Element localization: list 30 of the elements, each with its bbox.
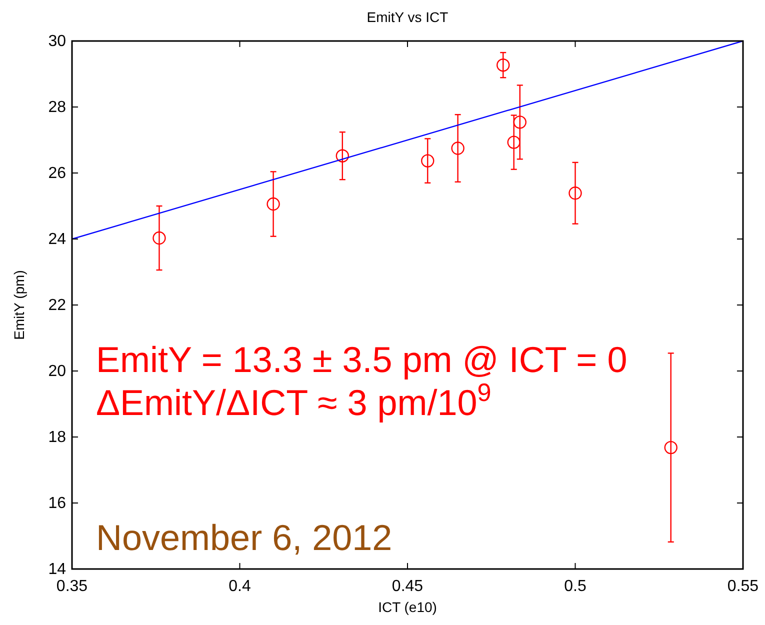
annotation: EmitY = 13.3 ± 3.5 pm @ ICT = 0 [96,339,628,380]
x-tick-label: 0.35 [56,578,88,595]
x-tick-label: 0.45 [392,578,424,595]
x-axis-title: ICT (e10) [378,599,437,615]
annotation: ΔEmitY/ΔICT ≈ 3 pm/10$^{9}$ [96,379,492,423]
point [507,136,520,149]
y-tick-label: 14 [48,561,66,578]
point [451,142,464,155]
point [421,154,434,168]
point [336,149,350,162]
y-tick-label: 18 [48,429,66,446]
x-tick-label: 0.55 [727,578,759,595]
point [664,440,678,454]
y-tick-label: 24 [48,231,66,248]
y-tick-label: 20 [48,363,66,380]
x-tick-label: 0.5 [564,578,586,595]
y-tick-label: 28 [48,99,66,116]
point [496,58,510,72]
y-tick-label: 30 [48,33,66,50]
point [568,186,582,200]
point [513,116,526,129]
y-tick-label: 26 [48,165,66,182]
y-tick-label: 22 [48,297,66,314]
x-tick-label: 0.4 [228,578,251,595]
y-axis-title: EmitY (pm) [11,270,27,340]
point [266,197,280,211]
point [152,231,166,245]
chart-title: EmitY vs ICT [366,9,449,25]
y-tick-label: 16 [48,495,66,512]
annotation: November 6, 2012 [96,517,392,558]
